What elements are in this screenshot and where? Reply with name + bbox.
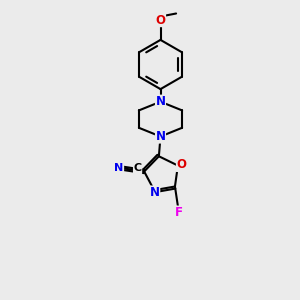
Text: N: N — [114, 163, 124, 173]
Text: C: C — [134, 164, 142, 173]
Text: N: N — [150, 186, 160, 199]
Text: O: O — [176, 158, 187, 171]
Text: F: F — [175, 206, 183, 219]
Text: N: N — [155, 130, 166, 143]
Text: O: O — [155, 14, 166, 27]
Text: N: N — [155, 95, 166, 108]
